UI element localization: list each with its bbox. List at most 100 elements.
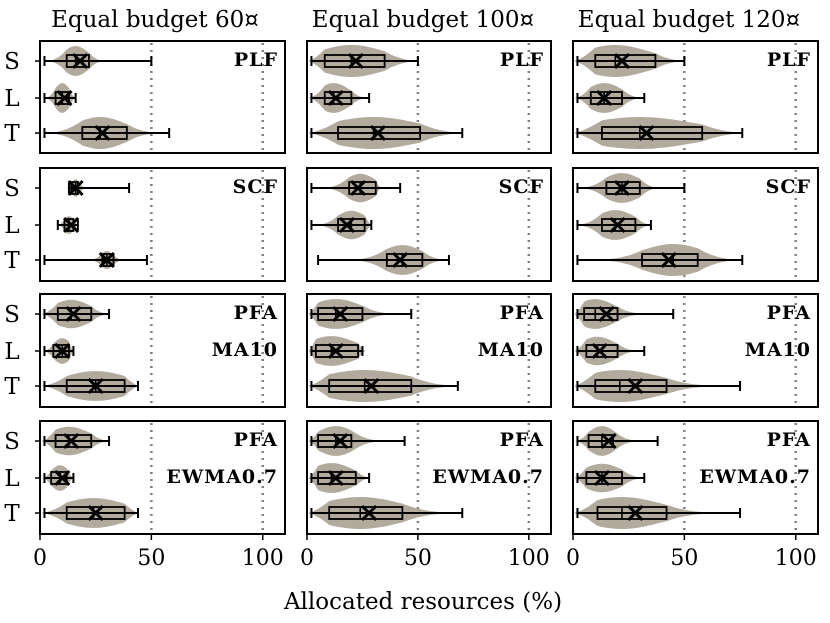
mean-marker-L-b <box>609 216 626 234</box>
box-T <box>328 506 404 520</box>
panel-r1-c1: PLF SLT <box>4 40 286 154</box>
row-label-L: L <box>4 213 19 239</box>
box-L <box>52 344 70 358</box>
x-tick-label-100: 100 <box>242 546 284 571</box>
panel-frame <box>572 167 819 282</box>
panel-frame <box>39 40 286 154</box>
panel-frame <box>306 420 552 535</box>
mean-marker-L-b <box>63 216 80 234</box>
box-T <box>101 253 115 267</box>
box-S <box>65 54 90 68</box>
x-tick-label-100: 100 <box>775 546 817 571</box>
mean-marker-T-b <box>638 124 655 142</box>
box-S <box>56 307 93 321</box>
panel-r2-c3: SCF <box>572 167 819 282</box>
panel-r1-c2: PLF <box>306 40 552 154</box>
panel-tag-1: PFA <box>500 429 544 451</box>
panel-r3-c3: PFA MA10 <box>572 293 819 408</box>
panel-tag-2: EWMA0.7 <box>166 466 278 488</box>
panel-tag-1: PLF <box>500 49 544 71</box>
column-title-3: Equal budget 120¤ <box>578 7 800 33</box>
panel-r1-c3: PLF <box>572 40 819 154</box>
mean-marker-S-b <box>332 305 349 323</box>
mean-marker-T-b <box>660 251 677 269</box>
box-L <box>585 471 623 485</box>
row-label-S: S <box>4 302 20 328</box>
row-label-L: L <box>4 86 19 112</box>
row-label-L: L <box>4 466 19 492</box>
box-T <box>81 126 128 140</box>
panel-r3-c2: PFA MA10 <box>306 293 552 408</box>
panel-tag-2: MA10 <box>212 339 278 361</box>
box-S <box>605 181 641 195</box>
x-tick-label-50: 50 <box>137 546 165 571</box>
panel-tag-2: MA10 <box>745 339 811 361</box>
box-L <box>317 471 357 485</box>
mean-marker-L-b <box>54 342 71 360</box>
mean-marker-S-b <box>332 432 349 450</box>
box-T <box>337 126 422 140</box>
box-S <box>70 181 79 195</box>
mean-marker-L-b <box>327 469 344 487</box>
column-title-1: Equal budget 60¤ <box>51 7 259 33</box>
row-label-T: T <box>4 248 20 274</box>
x-tick-label-0: 0 <box>300 546 314 571</box>
mean-marker-T-b <box>369 124 387 142</box>
panel-tag-1: PLF <box>234 49 278 71</box>
panel-tag-1: PLF <box>767 49 811 71</box>
row-label-L: L <box>4 339 19 365</box>
panel-tag-1: PFA <box>767 429 811 451</box>
mean-marker-S-b <box>347 52 364 70</box>
mean-marker-L-b <box>338 216 355 234</box>
mean-marker-T-b <box>627 377 644 395</box>
box-L <box>601 218 637 232</box>
mean-marker-S-b <box>613 52 631 70</box>
mean-marker-T-b <box>94 124 111 142</box>
panel-tag-1: PFA <box>767 302 811 324</box>
panel-tag-1: PFA <box>500 302 544 324</box>
mean-marker-L-b <box>54 469 71 487</box>
x-tick-label-100: 100 <box>508 546 550 571</box>
box-S <box>54 434 93 448</box>
box-L <box>589 91 623 105</box>
box-T <box>328 379 413 393</box>
box-T <box>596 506 668 520</box>
panel-tag-1: PFA <box>234 429 278 451</box>
box-T <box>65 506 126 520</box>
panel-r2-c2: SCF <box>306 167 552 282</box>
panel-r2-c1: SCF SLT <box>4 167 286 282</box>
mean-marker-S-b <box>72 52 89 70</box>
mean-marker-T-b <box>98 251 115 269</box>
mean-marker-L-b <box>593 469 611 487</box>
x-tick-label-50: 50 <box>404 546 432 571</box>
box-S <box>594 54 657 68</box>
mean-marker-T-b <box>87 377 104 395</box>
x-tick-label-50: 50 <box>670 546 698 571</box>
mean-marker-L-b <box>591 342 608 360</box>
mean-marker-S-b <box>67 179 84 197</box>
row-label-S: S <box>4 176 20 202</box>
row-label-T: T <box>4 374 20 400</box>
box-L <box>50 471 68 485</box>
panel-frame <box>306 167 552 282</box>
panel-frame <box>572 40 819 154</box>
row-label-T: T <box>4 501 20 527</box>
mean-marker-T-b <box>627 504 644 522</box>
mean-marker-S-b <box>600 432 617 450</box>
panel-tag-2: EWMA0.7 <box>699 466 811 488</box>
box-L <box>585 344 619 358</box>
box-T <box>641 253 699 267</box>
mean-marker-T-b <box>87 504 104 522</box>
box-L <box>314 344 359 358</box>
panel-frame <box>572 420 819 535</box>
panel-tag-1: PFA <box>234 302 278 324</box>
panel-tag-2: EWMA0.7 <box>432 466 544 488</box>
panel-frame <box>306 40 552 154</box>
panel-frame <box>572 293 819 408</box>
mean-marker-L-b <box>56 89 73 107</box>
mean-marker-L-b <box>596 89 613 107</box>
x-tick-label-0: 0 <box>566 546 580 571</box>
